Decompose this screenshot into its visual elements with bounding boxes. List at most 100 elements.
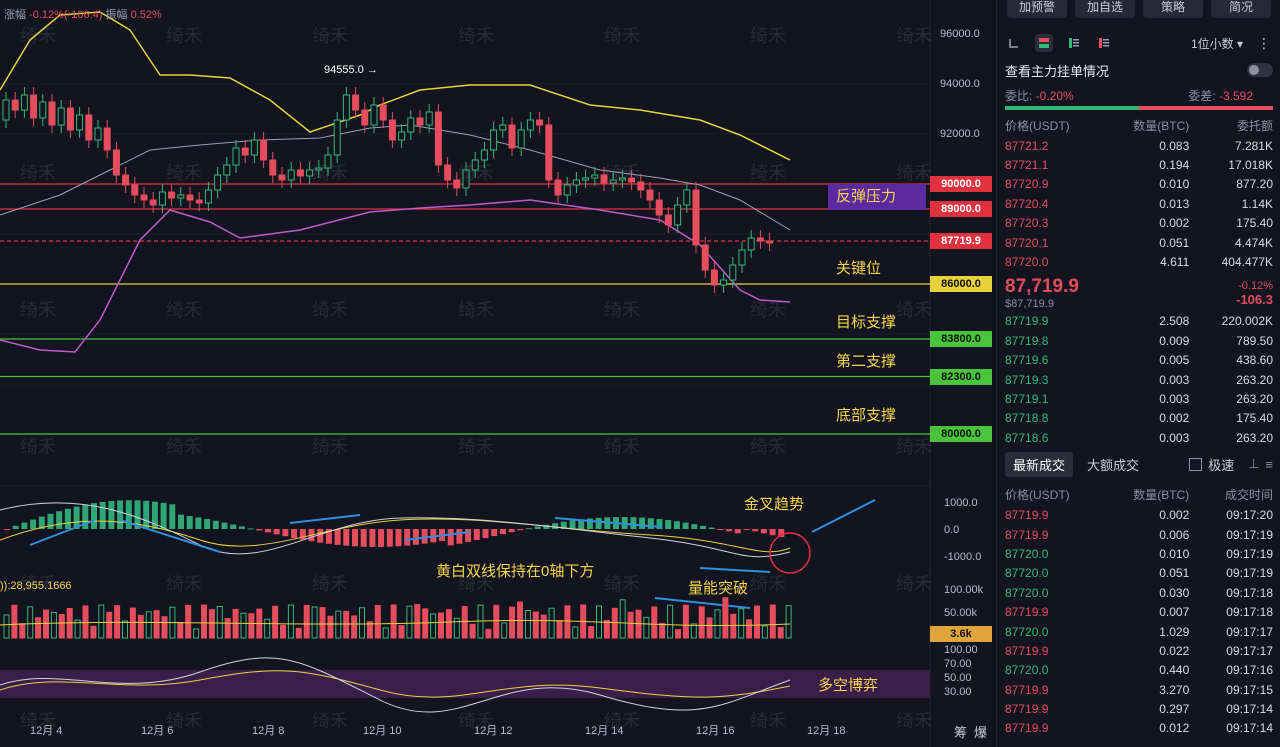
ask-row[interactable]: 87721.2 0.083 7.281K (997, 136, 1280, 155)
main-orders-link[interactable]: 查看主力挂单情况 (997, 56, 1280, 84)
candle (250, 139, 258, 156)
bid-row[interactable]: 87719.3 0.003 263.20 (997, 370, 1280, 389)
volume-bar (58, 614, 65, 639)
macd-bar (412, 529, 419, 545)
macd-bar (282, 529, 289, 537)
qty-cell: 0.010 (1159, 177, 1190, 192)
filter-icon[interactable]: ⊥ (1248, 456, 1260, 472)
reset-icon[interactable] (1005, 34, 1023, 52)
qty-cell: 0.009 (1159, 333, 1190, 348)
price-cell: 87720.0 (1005, 255, 1049, 270)
time-axis-label: 12月 12 (474, 725, 513, 737)
macd-bar (578, 519, 585, 529)
macd-bar (717, 529, 724, 530)
candle (591, 174, 599, 179)
asks-only-icon[interactable] (1095, 34, 1113, 52)
candle (766, 240, 774, 244)
macd-bar (64, 508, 71, 529)
bid-row[interactable]: 87719.1 0.003 263.20 (997, 389, 1280, 408)
overview-button[interactable]: 简况 (1211, 0, 1271, 18)
trade-row[interactable]: 87719.9 3.270 09:17:15 (997, 680, 1280, 699)
value-cell: 263.20 (1236, 372, 1273, 387)
trade-row[interactable]: 87719.9 0.022 09:17:17 (997, 641, 1280, 660)
trade-row[interactable]: 87720.0 0.051 09:17:19 (997, 564, 1280, 583)
candle (683, 189, 691, 206)
trade-row[interactable]: 87719.9 0.007 09:17:18 (997, 602, 1280, 621)
ask-row[interactable]: 87720.0 4.611 404.477K (997, 252, 1280, 271)
volume-bar (398, 625, 405, 639)
liquidation-toggle[interactable]: 爆 (974, 725, 988, 740)
price-cell: 87720.0 (1005, 624, 1049, 639)
main-orders-toggle[interactable] (1247, 63, 1273, 77)
rsi-axis-label: 70.00 (944, 658, 972, 670)
trade-row[interactable]: 87719.9 0.012 09:17:14 (997, 719, 1280, 738)
bids-only-icon[interactable] (1065, 34, 1083, 52)
candle (729, 264, 737, 281)
macd-bar (108, 501, 115, 529)
candle (490, 129, 498, 151)
candle (637, 181, 645, 191)
macd-bar (752, 529, 759, 532)
ask-row[interactable]: 87720.4 0.013 1.14K (997, 194, 1280, 213)
volume-bar (777, 627, 784, 639)
macd-bar (334, 529, 341, 545)
both-sides-icon[interactable] (1035, 34, 1053, 52)
value-cell: 7.281K (1234, 138, 1273, 153)
macd-bar (534, 526, 541, 529)
top-action-buttons: 加预警 加自选 策略 简况 (997, 0, 1280, 22)
trade-row[interactable]: 87719.9 0.006 09:17:19 (997, 525, 1280, 544)
volume-bar (295, 627, 302, 639)
chips-toggle[interactable]: 筹 (954, 725, 968, 740)
qty-cell: 4.611 (1160, 255, 1190, 270)
kline-chart[interactable]: 涨幅 -0.12%(-106.4) 振幅 0.52% 94555.0 → 反弹压… (0, 0, 996, 747)
trade-row[interactable]: 87719.9 0.002 09:17:20 (997, 505, 1280, 524)
strategy-button[interactable]: 策略 (1143, 0, 1203, 18)
qty-cell: 0.003 (1159, 391, 1190, 406)
volume-bar (524, 609, 531, 639)
volume-bar (461, 606, 468, 639)
trade-row[interactable]: 87720.0 1.029 09:17:17 (997, 622, 1280, 641)
trade-row[interactable]: 87720.0 0.010 09:17:19 (997, 544, 1280, 563)
bid-row[interactable]: 87719.6 0.005 438.60 (997, 351, 1280, 370)
tab-latest-trades[interactable]: 最新成交 (1005, 451, 1074, 477)
candle (517, 129, 525, 149)
macd-bar (299, 529, 306, 540)
bollinger-mid (0, 124, 791, 231)
candle (57, 107, 65, 126)
candle (434, 111, 442, 166)
candle (508, 124, 516, 149)
trade-row[interactable]: 87720.0 0.440 09:17:16 (997, 661, 1280, 680)
ask-row[interactable]: 87721.1 0.194 17.018K (997, 155, 1280, 174)
add-watchlist-button[interactable]: 加自选 (1075, 0, 1135, 18)
bid-row[interactable]: 87718.6 0.003 263.20 (997, 428, 1280, 447)
qty-cell: 0.051 (1159, 566, 1190, 581)
value-cell: 4.474K (1234, 235, 1273, 250)
ask-row[interactable]: 87720.9 0.010 877.20 (997, 175, 1280, 194)
price-cell: 87719.9 (1005, 605, 1049, 620)
candle (462, 169, 470, 189)
bid-row[interactable]: 87719.9 2.508 220.002K (997, 312, 1280, 331)
trade-row[interactable]: 87720.0 0.030 09:17:18 (997, 583, 1280, 602)
list-icon[interactable]: ≡ (1265, 456, 1273, 472)
bid-row[interactable]: 87718.8 0.002 175.40 (997, 409, 1280, 428)
decimal-select[interactable]: 1位小数 ▾ (1190, 36, 1243, 51)
candle (278, 174, 286, 181)
chart-canvas[interactable] (0, 0, 996, 747)
qty-cell: 0.003 (1159, 372, 1190, 387)
more-icon[interactable]: ⋮ (1257, 34, 1271, 51)
trade-row[interactable]: 87719.9 0.297 09:17:14 (997, 699, 1280, 718)
candle (122, 174, 130, 186)
candle (618, 177, 626, 181)
value-cell: 789.50 (1236, 333, 1273, 348)
bid-row[interactable]: 87719.8 0.009 789.50 (997, 331, 1280, 350)
candle (756, 237, 764, 242)
ask-row[interactable]: 87720.3 0.002 175.40 (997, 214, 1280, 233)
volume-bar (493, 604, 500, 639)
volume-break-label: 量能突破 (688, 580, 749, 597)
tab-large-trades[interactable]: 大额成交 (1087, 457, 1140, 473)
add-alert-button[interactable]: 加预警 (1007, 0, 1067, 18)
last-price: 87,719.9 (1005, 275, 1079, 297)
macd-bar (560, 521, 567, 529)
speed-checkbox[interactable] (1189, 457, 1203, 471)
ask-row[interactable]: 87720.1 0.051 4.474K (997, 233, 1280, 252)
